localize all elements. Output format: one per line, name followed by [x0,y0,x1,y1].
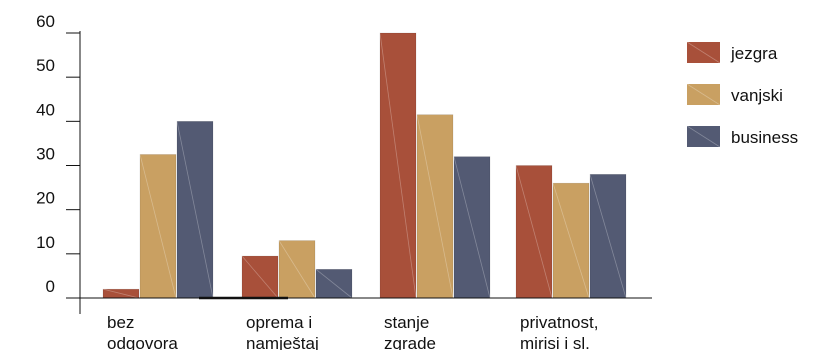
y-tick-label: 50 [36,56,55,75]
x-tick-label-line: bez [107,313,134,332]
legend-swatch-business [687,126,720,147]
x-tick-label-line: mirisi i sl. [520,334,590,350]
x-tick-label: bez odgovora [107,313,178,350]
legend-swatch-sheen [686,41,721,64]
x-tick-label-line: privatnost, [520,313,598,332]
x-tick-label-line: stanje [384,313,429,332]
legend-label-jezgra: jezgra [730,44,778,63]
x-tick-label: stanje zgrade [384,313,436,350]
legend: jezgra vanjski business [686,41,798,148]
bar-vanjski [278,240,316,299]
x-tick-label: oprema i namještaj [246,313,319,350]
bar-jezgra [241,255,279,299]
bar-business [176,121,214,299]
bar-sheen [102,288,140,299]
bar-sheen [315,268,353,299]
x-tick-label-line: oprema i [246,313,312,332]
y-tick-label: 40 [36,100,55,119]
x-tick-label-line: zgrade [384,334,436,350]
bar-sheen [241,255,279,299]
y-axis: 0 10 20 30 40 50 60 [36,12,81,314]
legend-swatch-sheen [686,83,721,106]
bar-sheen [379,32,417,299]
bar-sheen [552,183,590,299]
y-tick-label: 30 [36,145,55,164]
legend-swatch-vanjski [687,84,720,105]
y-tick-label: 20 [36,189,55,208]
bar-sheen [139,154,177,299]
bar-jezgra [515,165,553,299]
y-tick-label: 60 [36,12,55,31]
bars [102,32,627,299]
bar-business [453,156,491,299]
legend-label-vanjski: vanjski [731,86,783,105]
bar-sheen [416,114,454,299]
legend-swatch-sheen [686,125,721,148]
bar-sheen [176,121,214,299]
bar-sheen [453,156,491,299]
x-axis: bez odgovora oprema i namještaj stanje zgrade… [80,296,652,350]
x-tick-label-line: namještaj [246,334,319,350]
bar-vanjski [139,154,177,299]
bar-vanjski [416,114,454,299]
bar-sheen [589,174,627,299]
legend-swatch-jezgra [687,42,720,63]
y-tick-label: 10 [36,233,55,252]
bar-sheen [278,240,316,299]
y-tick-label: 0 [46,277,55,296]
x-tick-label: privatnost, mirisi i sl. [520,313,598,350]
legend-label-business: business [731,128,798,147]
x-tick-label-line: odgovora [107,334,178,350]
bar-jezgra [379,32,417,299]
bar-sheen [515,165,553,299]
